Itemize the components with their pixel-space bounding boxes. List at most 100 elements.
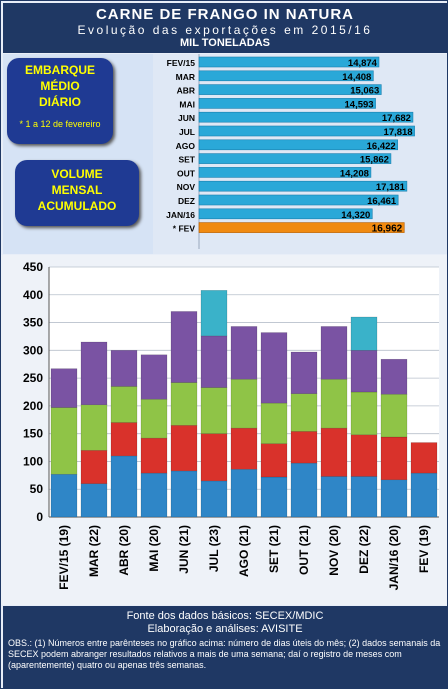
daily-value-label-6: 16,422 — [367, 141, 396, 152]
daily-bar-12 — [198, 222, 405, 233]
stack-segment-11-0 — [380, 479, 408, 518]
stack-segment-10-2 — [350, 391, 378, 436]
analysis-credit: Elaboração e análises: AVISITE — [147, 623, 303, 635]
category-label-7: SET — [178, 155, 195, 165]
stack-segment-6-2 — [230, 378, 258, 429]
y-tick-label-5: 250 — [23, 371, 43, 385]
stack-segment-5-0 — [200, 480, 228, 518]
stack-segment-5-4 — [200, 290, 228, 337]
daily-value-label-1: 14,408 — [342, 72, 371, 83]
stack-segment-2-3 — [110, 350, 138, 387]
category-label-12: * FEV — [173, 224, 196, 234]
daily-bar-1 — [198, 70, 374, 82]
stack-segment-7-2 — [260, 402, 288, 444]
stack-segment-4-3 — [170, 311, 198, 383]
x-tick-label-2: ABR (20) — [117, 525, 131, 576]
x-tick-label-11: JAN/16 (20) — [387, 525, 401, 590]
daily-value-label-3: 14,593 — [345, 99, 374, 110]
daily-value-label-4: 17,682 — [382, 113, 411, 124]
stack-segment-5-2 — [200, 387, 228, 434]
daily-bar-10 — [198, 194, 399, 206]
page-title: CARNE DE FRANGO IN NATURA — [95, 6, 355, 23]
x-tick-label-7: SET (21) — [267, 525, 281, 573]
x-tick-label-5: JUL (23) — [207, 525, 221, 572]
footnote-obs: OBS.: (1) Números entre parênteses no gr… — [8, 638, 441, 670]
stack-segment-4-2 — [170, 382, 198, 426]
x-tick-label-0: FEV/15 (19) — [57, 525, 71, 590]
stack-segment-1-1 — [80, 450, 108, 484]
stack-segment-6-1 — [230, 427, 258, 470]
stack-segment-4-1 — [170, 425, 198, 472]
daily-value-label-2: 15,063 — [350, 86, 379, 97]
stack-segment-6-0 — [230, 468, 258, 518]
stack-segment-9-3 — [320, 326, 348, 380]
daily-value-label-11: 14,320 — [341, 210, 370, 221]
y-tick-label-9: 450 — [23, 260, 43, 274]
daily-bar-3 — [198, 98, 376, 109]
stack-segment-10-1 — [350, 434, 378, 477]
x-tick-label-3: MAI (20) — [147, 525, 161, 572]
stack-segment-9-1 — [320, 427, 348, 477]
category-label-2: ABR — [177, 86, 195, 96]
y-tick-label-4: 200 — [23, 399, 43, 413]
stack-segment-5-3 — [200, 335, 228, 388]
x-tick-label-10: DEZ (22) — [357, 525, 371, 574]
stack-segment-6-3 — [230, 326, 258, 380]
daily-bar-11 — [198, 208, 373, 220]
daily-bar-2 — [198, 84, 382, 95]
category-label-5: JUL — [179, 127, 195, 137]
stack-segment-12-1 — [410, 442, 438, 474]
daily-bar-9 — [198, 180, 408, 192]
stack-segment-7-3 — [260, 332, 288, 404]
daily-average-chart: FEV/15 14,874 MAR 14,408 ABR 15,063 MAI 14,593 J… — [153, 54, 447, 254]
stack-segment-11-1 — [380, 436, 408, 481]
stack-segment-1-0 — [80, 483, 108, 518]
stack-segment-0-2 — [50, 407, 78, 475]
category-label-1: MAR — [176, 72, 195, 82]
stack-segment-9-0 — [320, 476, 348, 518]
stack-segment-0-0 — [50, 473, 78, 518]
daily-bar-4 — [198, 111, 414, 123]
stack-segment-3-1 — [140, 437, 168, 474]
daily-bar-7 — [198, 153, 392, 164]
footer: Fonte dos dados básicos: SECEX/MDIC Elab… — [3, 606, 447, 688]
data-source: Fonte dos dados básicos: SECEX/MDIC — [126, 610, 324, 622]
y-tick-label-3: 150 — [23, 427, 43, 441]
daily-value-label-7: 15,862 — [360, 155, 389, 166]
stack-segment-3-3 — [140, 354, 168, 400]
monthly-volume-chart: 0 50 100 150 200 250 300 350 400 450 FEV/15 (19) MA… — [1, 255, 447, 605]
x-tick-label-6: AGO (21) — [237, 525, 251, 577]
category-label-9: NOV — [177, 182, 196, 192]
category-label-8: OUT — [177, 168, 196, 178]
category-label-11: JAN/16 — [166, 210, 195, 220]
y-tick-label-6: 300 — [23, 343, 43, 357]
stack-segment-8-0 — [290, 462, 318, 518]
stack-segment-8-1 — [290, 431, 318, 464]
stack-segment-12-0 — [410, 472, 438, 518]
category-label-0: FEV/15 — [167, 58, 196, 68]
daily-average-panel: FEV/15 14,874 MAR 14,408 ABR 15,063 MAI 14,593 J… — [3, 54, 447, 254]
daily-bar-6 — [198, 139, 399, 151]
stack-segment-9-2 — [320, 378, 348, 429]
category-label-4: JUN — [178, 113, 195, 123]
x-tick-label-4: JUN (21) — [177, 525, 191, 574]
stack-segment-10-3 — [350, 350, 378, 393]
daily-bar-0 — [198, 56, 380, 68]
category-label-3: MAI — [179, 99, 195, 109]
y-tick-label-1: 50 — [30, 482, 44, 496]
daily-value-label-8: 14,208 — [340, 168, 369, 179]
stack-segment-1-2 — [80, 404, 108, 451]
daily-value-label-10: 16,461 — [367, 196, 397, 207]
stack-segment-4-0 — [170, 470, 198, 518]
stack-segment-7-1 — [260, 443, 288, 478]
category-label-6: AGO — [176, 141, 196, 151]
daily-average-footnote: * 1 a 12 de fevereiro — [19, 119, 101, 129]
daily-average-callout-label: EMBARQUE MÉDIO DIÁRIO — [24, 63, 95, 109]
stack-segment-7-0 — [260, 476, 288, 518]
daily-value-label-12: 16,962 — [372, 224, 403, 235]
monthly-volume-callout-label: VOLUME MENSAL ACUMULADO — [37, 167, 117, 213]
header: CARNE DE FRANGO IN NATURA Evolução das e… — [3, 3, 447, 53]
category-label-10: DEZ — [178, 196, 195, 206]
units-label: MIL TONELADAS — [179, 37, 271, 49]
